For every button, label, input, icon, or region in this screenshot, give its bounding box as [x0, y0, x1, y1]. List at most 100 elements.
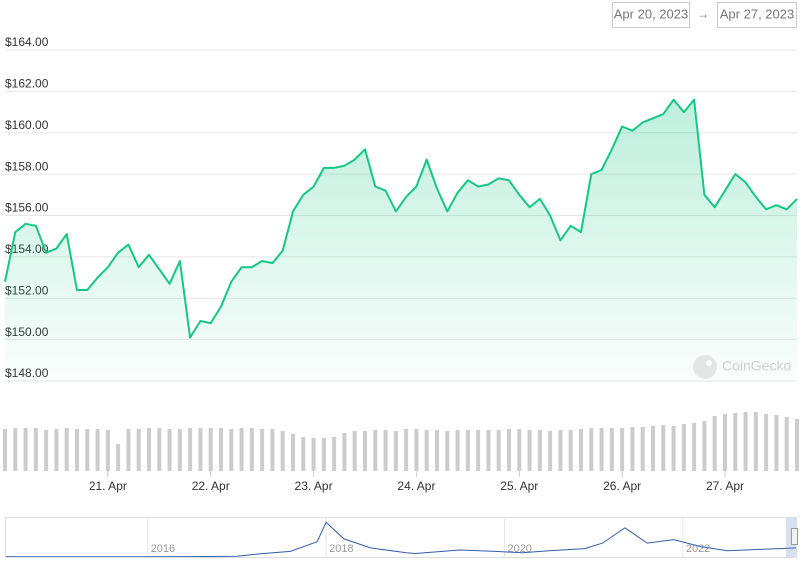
volume-bar: [157, 428, 162, 471]
volume-bar: [568, 430, 573, 471]
volume-bar: [620, 428, 625, 471]
volume-bar: [229, 429, 234, 471]
volume-bar: [455, 430, 460, 471]
volume-bar: [404, 429, 409, 471]
volume-bar: [105, 430, 110, 471]
volume-bar: [260, 429, 265, 471]
navigator-tick-label: 2018: [329, 543, 353, 555]
volume-bar: [517, 429, 522, 471]
y-tick-label: $158.00: [5, 159, 49, 173]
volume-bar: [579, 429, 583, 471]
volume-bar: [753, 412, 758, 471]
watermark-text: CoinGecko: [722, 358, 791, 374]
volume-bar: [239, 428, 244, 471]
volume-bar: [764, 414, 769, 471]
volume-bar: [496, 430, 501, 471]
navigator-tick-label: 2022: [686, 543, 710, 555]
volume-bar: [219, 428, 223, 471]
volume-bar: [640, 427, 645, 471]
watermark: CoinGecko: [693, 355, 791, 379]
volume-bar: [363, 431, 367, 471]
volume-bar: [795, 419, 799, 471]
volume-bar: [85, 429, 90, 471]
volume-bar: [352, 431, 357, 471]
date-to-box[interactable]: [717, 2, 797, 28]
volume-bar: [44, 430, 49, 471]
price-line: [4, 98, 798, 339]
volume-bar: [733, 413, 738, 471]
volume-bar: [784, 417, 789, 471]
volume-bar: [332, 437, 337, 471]
volume-bar: [599, 428, 604, 471]
volume-bar: [507, 429, 511, 471]
volume-bar: [383, 430, 388, 471]
volume-bar: [291, 434, 295, 471]
volume-bar: [671, 426, 676, 471]
volume-bar: [476, 430, 481, 471]
volume-bar: [435, 430, 439, 471]
volume-bar: [188, 428, 193, 471]
volume-bar: [609, 428, 614, 471]
x-tick-label: 21. Apr: [89, 479, 127, 493]
date-arrow: →: [697, 7, 709, 21]
volume-bar: [13, 428, 18, 471]
x-tick-label: 24. Apr: [397, 479, 435, 493]
volume-bar: [537, 430, 542, 471]
volume-bar: [280, 431, 285, 471]
volume-bar: [723, 414, 727, 471]
volume-bar: [116, 444, 121, 471]
x-tick-label: 27. Apr: [706, 479, 744, 493]
volume-bar: [702, 421, 707, 471]
y-tick-label: $162.00: [5, 77, 49, 91]
volume-bar: [95, 429, 100, 471]
x-tick-label: 23. Apr: [295, 479, 333, 493]
volume-bar: [33, 428, 38, 471]
navigator-frame: [5, 517, 797, 558]
volume-bar: [147, 428, 151, 471]
volume-bar: [311, 438, 316, 471]
navigator-line: [5, 521, 798, 558]
volume-bar: [75, 429, 79, 471]
x-tick-label: 22. Apr: [192, 479, 230, 493]
volume-bar: [424, 430, 429, 471]
y-tick-label: $160.00: [5, 118, 49, 132]
volume-bar: [393, 431, 398, 471]
volume-bar: [651, 426, 655, 471]
navigator-handle[interactable]: [791, 528, 798, 545]
volume-bar: [692, 423, 697, 471]
date-to[interactable]: Apr 27, 2023: [720, 6, 794, 21]
volume-bar: [527, 430, 532, 471]
volume-bar: [23, 428, 28, 471]
gecko-eye: [706, 360, 712, 366]
volume-bar: [774, 415, 779, 471]
volume-bar: [167, 429, 172, 471]
navigator-tick-label: 2016: [151, 543, 175, 555]
volume-bar: [177, 429, 182, 471]
volume-bar: [661, 425, 666, 471]
volume-bar: [270, 429, 275, 471]
volume-bar: [126, 429, 131, 471]
volume-bar: [373, 430, 378, 471]
volume-bar: [445, 431, 450, 471]
volume-bar: [136, 429, 141, 471]
price-area: [5, 99, 797, 381]
y-tick-label: $164.00: [5, 35, 49, 49]
date-from[interactable]: Apr 20, 2023: [614, 6, 688, 21]
volume-bar: [198, 428, 203, 471]
volume-bar: [630, 427, 635, 471]
volume-bar: [208, 428, 213, 471]
date-from-box[interactable]: [612, 2, 690, 28]
y-tick-label: $156.00: [5, 201, 49, 215]
volume-bar: [548, 431, 553, 471]
volume-bar: [681, 424, 686, 471]
volume-bar: [712, 416, 717, 471]
volume-bar: [64, 428, 69, 471]
volume-bar: [589, 428, 594, 471]
volume-bar: [486, 430, 491, 471]
volume-bar: [558, 430, 563, 471]
volume-bar: [301, 437, 306, 471]
x-tick-label: 26. Apr: [603, 479, 641, 493]
volume-bar: [249, 428, 254, 471]
